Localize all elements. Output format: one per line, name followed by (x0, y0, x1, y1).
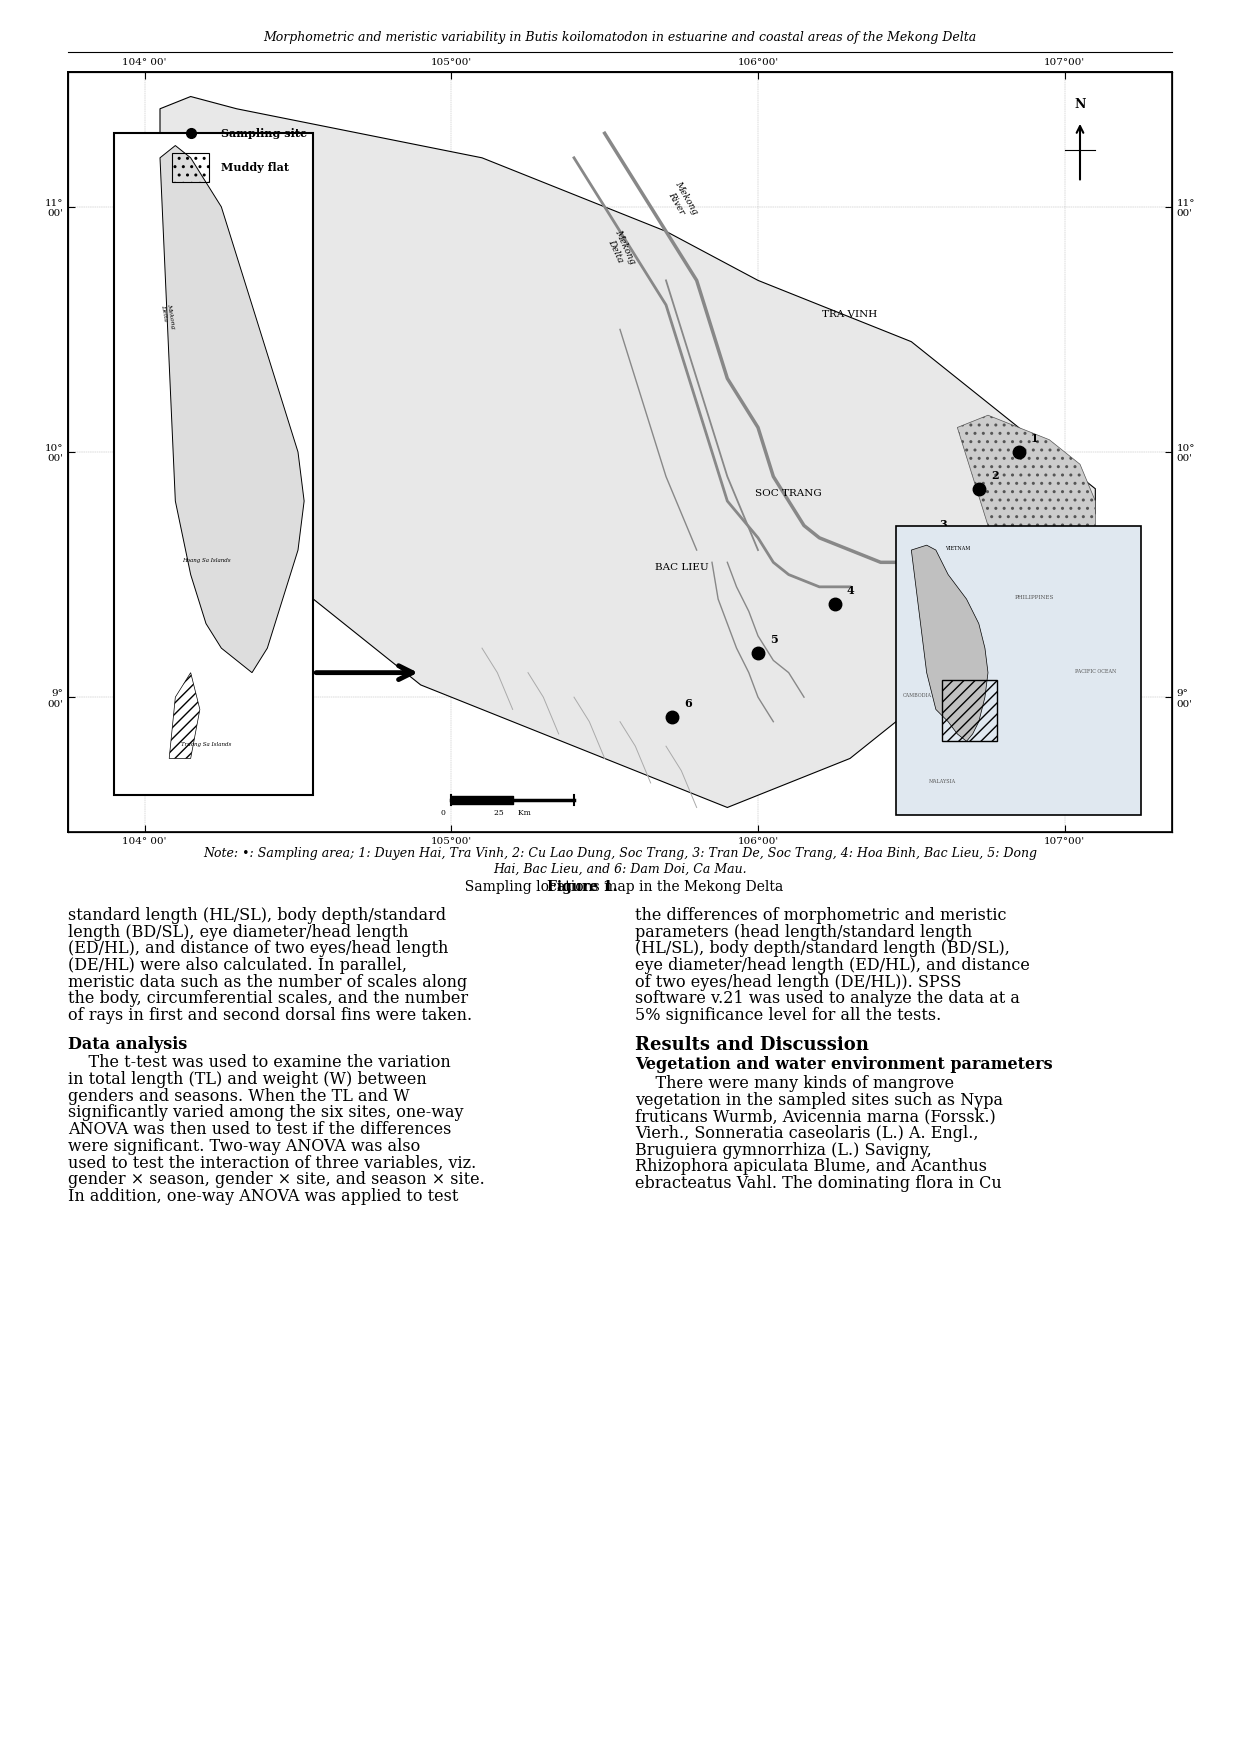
Text: Sampling site: Sampling site (221, 128, 308, 139)
Bar (172, 153, 210, 182)
Text: eye diameter/head length (ED/HL), and distance: eye diameter/head length (ED/HL), and di… (635, 958, 1030, 973)
Text: genders and seasons. When the TL and W: genders and seasons. When the TL and W (68, 1087, 409, 1105)
Text: SOC TRANG: SOC TRANG (755, 489, 822, 498)
Text: Figure 1.: Figure 1. (547, 881, 618, 895)
Text: significantly varied among the six sites, one-way: significantly varied among the six sites… (68, 1105, 464, 1121)
Text: of rays in first and second dorsal fins were taken.: of rays in first and second dorsal fins … (68, 1007, 472, 1024)
Text: 808: 808 (68, 84, 100, 98)
Text: used to test the interaction of three variables, viz.: used to test the interaction of three va… (68, 1154, 476, 1172)
Text: Morphometric and meristic variability in Butis koilomatodon in estuarine and coa: Morphometric and meristic variability in… (263, 32, 977, 44)
Text: 3: 3 (939, 519, 946, 530)
Text: (DE/HL) were also calculated. In parallel,: (DE/HL) were also calculated. In paralle… (68, 958, 407, 973)
Text: Mekong
Delta: Mekong Delta (160, 303, 175, 330)
Text: standard length (HL/SL), body depth/standard: standard length (HL/SL), body depth/stan… (68, 907, 446, 924)
Text: Mekong
Delta: Mekong Delta (604, 228, 636, 270)
Text: Mekong
River: Mekong River (663, 179, 699, 221)
Bar (68, 72, 1172, 831)
Text: (ED/HL), and distance of two eyes/head length: (ED/HL), and distance of two eyes/head l… (68, 940, 449, 958)
Text: Vegetation and water environment parameters: Vegetation and water environment paramet… (635, 1056, 1053, 1073)
Bar (114, 133, 314, 795)
Text: meristic data such as the number of scales along: meristic data such as the number of scal… (68, 973, 467, 991)
Text: The t-test was used to examine the variation: The t-test was used to examine the varia… (68, 1054, 451, 1072)
Text: parameters (head length/standard length: parameters (head length/standard length (635, 924, 972, 940)
Text: Sampling locations map in the Mekong Delta: Sampling locations map in the Mekong Del… (456, 881, 784, 895)
Text: 4: 4 (847, 586, 854, 596)
Text: Vietnam Journal of Agricultural Sciences: Vietnam Journal of Agricultural Sciences (856, 84, 1172, 98)
Text: the body, circumferential scales, and the number: the body, circumferential scales, and th… (68, 991, 469, 1007)
Text: BAC LIEU: BAC LIEU (655, 563, 708, 572)
Text: Hai, Bac Lieu, and 6: Dam Doi, Ca Mau.: Hai, Bac Lieu, and 6: Dam Doi, Ca Mau. (494, 863, 746, 875)
Text: VIETNAM: VIETNAM (945, 545, 970, 551)
Bar (942, 681, 997, 742)
Text: PHILIPPINES: PHILIPPINES (1014, 595, 1054, 600)
Text: Data analysis: Data analysis (68, 1035, 187, 1052)
Text: PACIFIC OCEAN: PACIFIC OCEAN (1075, 668, 1116, 674)
Text: Truong Sa Islands: Truong Sa Islands (181, 742, 231, 747)
Text: 2: 2 (991, 470, 998, 481)
Text: MALAYSIA: MALAYSIA (929, 779, 956, 784)
Text: TRA VINH: TRA VINH (822, 310, 878, 319)
Text: 0: 0 (440, 809, 445, 817)
Polygon shape (911, 545, 988, 742)
Text: There were many kinds of mangrove: There were many kinds of mangrove (635, 1075, 954, 1093)
Text: In addition, one-way ANOVA was applied to test: In addition, one-way ANOVA was applied t… (68, 1187, 459, 1205)
Polygon shape (160, 96, 1095, 807)
Text: length (BD/SL), eye diameter/head length: length (BD/SL), eye diameter/head length (68, 924, 408, 940)
Text: Hoang Sa Islands: Hoang Sa Islands (182, 558, 231, 563)
Text: Bruguiera gymnorrhiza (L.) Savigny,: Bruguiera gymnorrhiza (L.) Savigny, (635, 1142, 931, 1159)
Text: 5% significance level for all the tests.: 5% significance level for all the tests. (635, 1007, 941, 1024)
Text: (HL/SL), body depth/standard length (BD/SL),: (HL/SL), body depth/standard length (BD/… (635, 940, 1009, 958)
Text: Muddy flat: Muddy flat (221, 161, 289, 174)
Text: of two eyes/head length (DE/HL)). SPSS: of two eyes/head length (DE/HL)). SPSS (635, 973, 961, 991)
Text: software v.21 was used to analyze the data at a: software v.21 was used to analyze the da… (635, 991, 1019, 1007)
Polygon shape (957, 416, 1095, 588)
Text: 25      Km: 25 Km (495, 809, 531, 817)
Text: 5: 5 (770, 635, 777, 645)
Text: N: N (1074, 98, 1086, 111)
Text: Rhizophora apiculata Blume, and Acanthus: Rhizophora apiculata Blume, and Acanthus (635, 1158, 987, 1175)
Text: 6: 6 (684, 698, 692, 709)
Text: ANOVA was then used to test if the differences: ANOVA was then used to test if the diffe… (68, 1121, 451, 1138)
Text: 1: 1 (1030, 433, 1039, 444)
Polygon shape (160, 146, 304, 672)
Text: vegetation in the sampled sites such as Nypa: vegetation in the sampled sites such as … (635, 1091, 1003, 1109)
Text: were significant. Two-way ANOVA was also: were significant. Two-way ANOVA was also (68, 1138, 420, 1154)
Text: Note: •: Sampling area; 1: Duyen Hai, Tra Vinh, 2: Cu Lao Dung, Soc Trang, 3: Tr: Note: •: Sampling area; 1: Duyen Hai, Tr… (203, 847, 1037, 859)
Text: Results and Discussion: Results and Discussion (635, 1035, 869, 1054)
Text: the differences of morphometric and meristic: the differences of morphometric and meri… (635, 907, 1007, 924)
Text: Vierh., Sonneratia caseolaris (L.) A. Engl.,: Vierh., Sonneratia caseolaris (L.) A. En… (635, 1124, 978, 1142)
Text: in total length (TL) and weight (W) between: in total length (TL) and weight (W) betw… (68, 1072, 427, 1087)
Text: fruticans Wurmb, Avicennia marna (Forssk.): fruticans Wurmb, Avicennia marna (Forssk… (635, 1109, 996, 1126)
Bar (897, 526, 1141, 816)
Text: gender × season, gender × site, and season × site.: gender × season, gender × site, and seas… (68, 1172, 485, 1187)
Text: CAMBODIA: CAMBODIA (903, 693, 932, 698)
Text: ebracteatus Vahl. The dominating flora in Cu: ebracteatus Vahl. The dominating flora i… (635, 1175, 1002, 1193)
